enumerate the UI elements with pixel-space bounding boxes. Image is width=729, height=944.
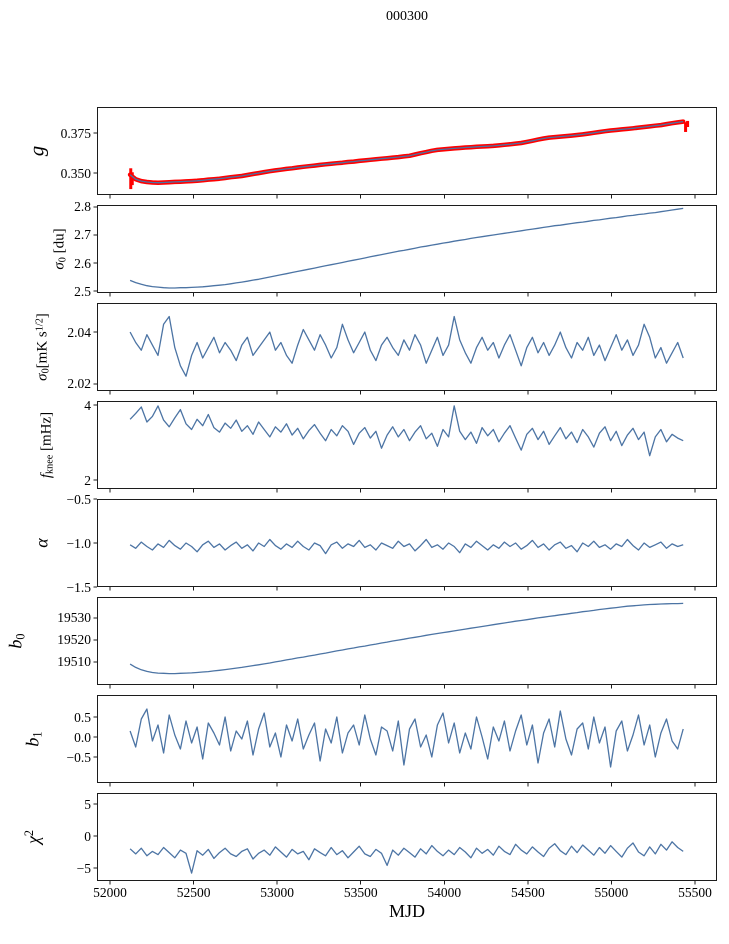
series-chi2 (129, 841, 684, 874)
figure-title: 000300 (386, 9, 428, 24)
series-data-red (127, 119, 686, 185)
x-tick-label: 54000 (427, 885, 462, 900)
series-alpha (129, 538, 684, 555)
panel-alpha-ylabel: α (32, 538, 53, 547)
series-b0 (129, 602, 684, 675)
x-tick-label: 55000 (594, 885, 629, 900)
panel-s0mk (93, 303, 717, 395)
y-tick-label: −1.0 (66, 535, 92, 551)
panel-frame (97, 401, 717, 489)
panel-frame (97, 205, 717, 293)
y-tick-label: 2.04 (67, 324, 91, 340)
panel-b1 (93, 695, 717, 787)
x-tick-label: 53500 (343, 885, 378, 900)
ylabel-part: 0 (57, 257, 69, 263)
y-tick-label: 2.6 (74, 255, 91, 271)
panel-chi2-ylabel: χ2 (22, 830, 44, 844)
panel-fknee-canvas (93, 401, 717, 493)
x-axis-label: MJD (388, 901, 425, 921)
x-tick-label: 53000 (260, 885, 295, 900)
ylabel-part: ] (34, 313, 51, 319)
panel-b0-ylabel: b0 (6, 633, 29, 648)
panel-g-canvas (93, 107, 717, 199)
y-tick-label: 0 (84, 828, 91, 844)
ylabel-part: b (5, 639, 26, 649)
panel-g-ylabel: g (25, 146, 50, 157)
x-tick-label: 52500 (176, 885, 211, 900)
ylabel-part: 0 (13, 633, 28, 640)
panel-alpha (93, 498, 717, 591)
y-tick-label: 19510 (57, 654, 91, 670)
panel-frame (97, 597, 717, 685)
panel-fknee (93, 401, 717, 493)
y-tick-label: 0.350 (60, 165, 91, 181)
ylabel-part: knee (44, 454, 56, 474)
ylabel-part: χ (22, 836, 43, 845)
ylabel-part: [du] (51, 228, 68, 258)
series-s0du (129, 207, 684, 289)
panel-alpha-canvas (93, 498, 717, 591)
y-tick-label: −5 (76, 860, 91, 876)
panel-frame (97, 499, 717, 587)
panel-g (93, 107, 717, 199)
series-s0mk (129, 315, 684, 377)
ylabel-part: 0 (40, 368, 52, 374)
ylabel-part: 1/2 (34, 318, 46, 332)
ylabel-part: σ (51, 262, 68, 270)
y-tick-label: 2 (84, 472, 91, 488)
x-tick-label: 52000 (93, 885, 127, 900)
panel-fknee-ylabel: fknee [mHz] (38, 412, 55, 478)
panel-s0du (93, 205, 717, 297)
panel-b1-ylabel: b1 (23, 731, 46, 746)
panel-b0-canvas (93, 597, 717, 689)
series-g (129, 120, 684, 184)
y-tick-label: 19520 (57, 632, 91, 648)
ylabel-part: [mHz] (38, 411, 55, 455)
ylabel-part: [mK s (34, 331, 51, 369)
panel-frame (97, 303, 717, 391)
panel-frame (97, 793, 717, 881)
x-tick-label: 54500 (510, 885, 545, 900)
y-tick-label: −0.5 (66, 749, 92, 765)
series-b1 (129, 708, 684, 768)
ylabel-part: 1 (30, 731, 45, 738)
panel-frame (97, 107, 717, 195)
y-tick-label: 0.375 (60, 125, 91, 141)
panel-s0du-ylabel: σ0 [du] (51, 228, 68, 269)
panel-chi2 (93, 793, 717, 885)
y-tick-label: 2.8 (74, 199, 91, 215)
y-tick-label: −0.5 (66, 491, 92, 507)
y-tick-label: 4 (84, 397, 91, 413)
ylabel-part: α (31, 538, 52, 548)
panel-chi2-canvas (93, 793, 717, 885)
ylabel-part: 2 (22, 829, 37, 837)
panel-s0du-canvas (93, 205, 717, 297)
ylabel-part: b (22, 737, 43, 747)
panel-s0mk-canvas (93, 303, 717, 395)
panel-b1-canvas (93, 695, 717, 787)
series-fknee (129, 405, 684, 457)
y-tick-label: 2.7 (74, 227, 91, 243)
panel-b0 (93, 597, 717, 689)
ylabel-part: f (38, 473, 55, 479)
panel-frame (97, 695, 717, 783)
y-tick-label: 0.0 (74, 729, 91, 745)
ylabel-part: g (24, 145, 49, 157)
panel-s0mk-ylabel: σ0[mK s1/2] (34, 313, 51, 381)
y-tick-label: 5 (84, 796, 91, 812)
y-tick-label: −1.5 (66, 579, 92, 595)
y-tick-label: 0.5 (74, 709, 91, 725)
x-tick-label: 55500 (678, 885, 712, 900)
y-tick-label: 2.5 (74, 283, 91, 299)
y-tick-label: 2.02 (67, 376, 91, 392)
y-tick-label: 19530 (57, 610, 91, 626)
ylabel-part: σ (34, 373, 51, 381)
